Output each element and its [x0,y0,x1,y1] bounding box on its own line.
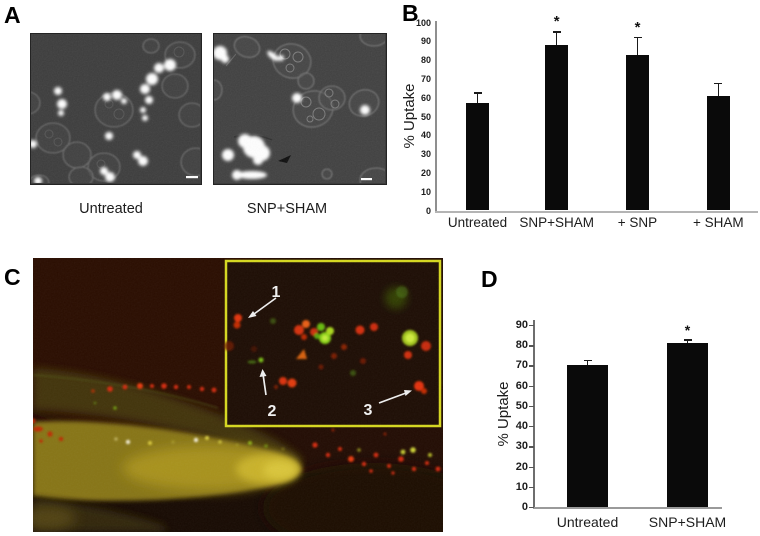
error-bar-line [636,37,639,55]
y-tick-label: 10 [515,480,528,493]
x-category-label: Untreated [556,514,619,530]
error-bar-cap [683,339,692,341]
image-grain [214,34,385,183]
error-bar-line [717,83,720,96]
microscopy-snp-sham-image [214,34,385,183]
error-bar-line [476,93,479,104]
microscopy-untreated-image [31,34,200,183]
y-tick-label: 40 [515,420,528,433]
x-category-label: SNP+SHAM [648,514,727,530]
x-category-label: SNP+SHAM [519,215,595,230]
bar [707,95,730,211]
panel-c-fluorescence-image: 1 2 3 [33,258,443,532]
x-category-label: + SNP [617,215,658,230]
panel-d-label: D [481,266,498,292]
fluorescence-tail-image: 1 2 3 [33,258,443,532]
y-tick-label: 20 [420,167,431,178]
panel-a-image-snp-sham [213,33,387,185]
y-tick-mark [529,365,534,367]
y-tick-label: 60 [420,92,431,103]
y-axis [533,320,535,509]
y-tick-label: 60 [515,379,528,392]
error-bar-cap [714,82,723,85]
y-tick-mark [529,486,534,489]
y-tick-label: 90 [515,319,528,332]
bar [545,45,568,211]
image-grain [31,34,200,183]
error-bar-line [586,360,589,366]
panel-a-caption-untreated: Untreated [79,201,143,217]
y-tick-label: 80 [515,339,528,352]
panel-d-bar-chart: 0 10 20 30 40 50 60 70 80 90 Untreated * SNP+SHAM % U… [460,260,760,536]
y-tick-label: 50 [420,111,431,122]
y-tick-mark [529,345,534,347]
significance-star: * [684,322,691,339]
y-tick-mark [529,507,534,509]
y-tick-mark [529,405,534,408]
y-tick-label: 30 [515,440,528,453]
error-bar-cap [633,36,642,39]
significance-star: * [634,18,641,36]
bar [567,365,608,507]
x-category-label: + SHAM [692,215,744,230]
x-category-label: Untreated [447,215,508,230]
y-axis [435,21,437,213]
y-tick-label: 80 [420,55,431,66]
bar [667,343,708,507]
y-tick-label: 10 [420,186,431,197]
y-tick-label: 70 [420,73,431,84]
panel-a-image-untreated [30,33,202,185]
panel-a-caption-snp-sham: SNP+SHAM [246,201,328,217]
panel-a-label: A [4,2,21,28]
y-tick-label: 40 [420,130,431,141]
y-tick-label: 100 [415,17,431,28]
y-tick-mark [529,466,534,468]
error-bar-line [555,31,558,46]
error-bar-cap [473,92,482,94]
y-tick-mark [529,426,534,428]
y-tick-label: 90 [420,36,431,47]
panel-b-label: B [402,0,419,26]
significance-star: * [553,12,560,30]
y-tick-label: 50 [515,399,528,412]
y-tick-mark [529,385,534,387]
y-tick-label: 0 [425,205,431,216]
y-tick-label: 30 [420,149,431,160]
panel-c-label: C [4,264,21,290]
y-axis-title: % Uptake [400,83,418,149]
y-tick-label: 20 [515,460,528,473]
y-tick-label: 70 [515,359,528,372]
y-axis-title: % Uptake [495,380,512,447]
image-grain [33,258,443,532]
x-axis [435,210,758,213]
bar [626,54,649,211]
x-axis [533,507,722,509]
error-bar-line [686,340,689,344]
error-bar-cap [583,359,592,362]
panel-b-bar-chart: 0 10 20 30 40 50 60 70 80 90 100 Untreated * SNP+SHAM… [400,0,760,250]
y-tick-mark [529,446,534,448]
bar [466,103,489,211]
y-tick-mark [529,325,534,327]
error-bar-cap [552,31,561,33]
y-tick-label: 0 [521,501,528,513]
